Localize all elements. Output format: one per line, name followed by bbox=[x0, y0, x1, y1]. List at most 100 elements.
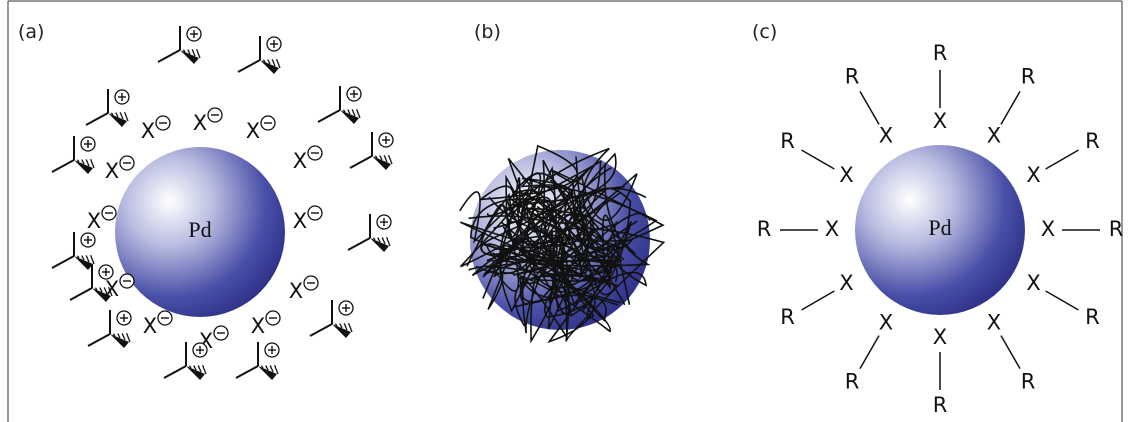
hash-bond bbox=[344, 323, 347, 330]
hash-bond bbox=[127, 333, 130, 342]
ligand-atom: X bbox=[839, 163, 853, 187]
hash-bond bbox=[86, 159, 89, 166]
panel-label: (b) bbox=[474, 21, 501, 43]
bond bbox=[310, 324, 332, 336]
hash-bond bbox=[118, 334, 120, 338]
hash-bond bbox=[120, 112, 123, 119]
hash-bond bbox=[348, 110, 350, 114]
panel-label: (a) bbox=[18, 21, 44, 43]
hash-bond bbox=[86, 255, 89, 262]
ligand-group: R bbox=[933, 41, 948, 65]
hash-bond bbox=[382, 237, 385, 244]
bond bbox=[860, 336, 879, 369]
anion: X bbox=[246, 119, 260, 143]
bond bbox=[88, 334, 110, 346]
ligand-atom: X bbox=[987, 123, 1001, 147]
hash-bond bbox=[82, 160, 84, 164]
ligand-atom: X bbox=[987, 311, 1001, 335]
bond bbox=[236, 366, 258, 378]
bond bbox=[70, 288, 92, 300]
ligand-group: R bbox=[1085, 305, 1100, 329]
hash-bond bbox=[82, 256, 84, 260]
hash-bond bbox=[272, 59, 275, 66]
ligand-atom: X bbox=[1026, 271, 1040, 295]
ligand-atom: X bbox=[879, 123, 893, 147]
hash-bond bbox=[266, 366, 268, 370]
figure: (a) (b) (c) PdXXXXXXXXXXXX Pd PdXRXRXRXR… bbox=[0, 0, 1131, 422]
bond bbox=[350, 156, 372, 168]
ligand-atom: X bbox=[879, 311, 893, 335]
bond bbox=[158, 50, 180, 62]
anion: X bbox=[105, 159, 119, 183]
hash-bond bbox=[100, 288, 102, 292]
hash-bond bbox=[270, 365, 273, 372]
bond bbox=[801, 150, 834, 169]
hash-bond bbox=[275, 365, 278, 374]
anion: X bbox=[289, 279, 303, 303]
hash-bond bbox=[378, 238, 380, 242]
hash-bond bbox=[268, 60, 270, 64]
hash-bond bbox=[277, 59, 280, 68]
ligand-group: R bbox=[1021, 65, 1036, 89]
hash-bond bbox=[197, 49, 200, 58]
bond bbox=[801, 291, 834, 310]
bond bbox=[86, 113, 108, 125]
ligand-group: R bbox=[933, 393, 948, 417]
hash-bond bbox=[198, 365, 201, 372]
anion: X bbox=[141, 119, 155, 143]
hash-bond bbox=[91, 255, 94, 264]
ligand-group: R bbox=[780, 305, 795, 329]
hash-bond bbox=[122, 333, 125, 340]
hash-bond bbox=[91, 159, 94, 168]
anion: X bbox=[293, 149, 307, 173]
panel-c: Pd X R X R X R X R X R X R X R X R X R X R X R X R bbox=[757, 41, 1124, 417]
bond bbox=[164, 366, 186, 378]
ligand-atom: X bbox=[825, 217, 839, 241]
panel-b: Pd bbox=[460, 146, 664, 342]
ligand-group: R bbox=[1109, 217, 1124, 241]
bond bbox=[1001, 336, 1020, 369]
anion: X bbox=[87, 209, 101, 233]
bond bbox=[1046, 291, 1079, 310]
ligand-atom: X bbox=[839, 271, 853, 295]
hash-bond bbox=[340, 324, 342, 328]
hash-bond bbox=[387, 237, 390, 246]
hash-bond bbox=[384, 155, 387, 162]
panel-a: PdXXXXXXXXXXXX bbox=[52, 26, 393, 380]
anion: X bbox=[193, 111, 207, 135]
hash-bond bbox=[389, 155, 392, 164]
hash-bond bbox=[188, 50, 190, 54]
ligand-atom: X bbox=[1041, 217, 1055, 241]
anion: X bbox=[143, 314, 157, 338]
core-label: Pd bbox=[928, 215, 951, 240]
core-label: Pd bbox=[188, 217, 211, 242]
hash-bond bbox=[194, 366, 196, 370]
ligand-atom: X bbox=[933, 109, 947, 133]
hash-bond bbox=[203, 365, 206, 374]
hash-bond bbox=[349, 323, 352, 332]
ligand-group: R bbox=[1085, 129, 1100, 153]
ligand-group: R bbox=[1021, 369, 1036, 393]
bond bbox=[52, 256, 74, 268]
ligand-atom: X bbox=[933, 325, 947, 349]
ligand-group: R bbox=[845, 65, 860, 89]
ligand-atom: X bbox=[1026, 163, 1040, 187]
hash-bond bbox=[380, 156, 382, 160]
bond bbox=[1001, 91, 1020, 124]
bond bbox=[1046, 150, 1079, 169]
hash-bond bbox=[116, 113, 118, 117]
anion: X bbox=[251, 314, 265, 338]
ligand-group: R bbox=[780, 129, 795, 153]
bond bbox=[238, 60, 260, 72]
hash-bond bbox=[125, 112, 128, 121]
ligand-group: R bbox=[845, 369, 860, 393]
ligand-group: R bbox=[757, 217, 772, 241]
panel-label: (c) bbox=[752, 21, 777, 43]
bond bbox=[318, 110, 340, 122]
hash-bond bbox=[352, 109, 355, 116]
bond bbox=[348, 238, 370, 250]
bond bbox=[860, 91, 879, 124]
hash-bond bbox=[357, 109, 360, 118]
hash-bond bbox=[192, 49, 195, 56]
bond bbox=[52, 160, 74, 172]
